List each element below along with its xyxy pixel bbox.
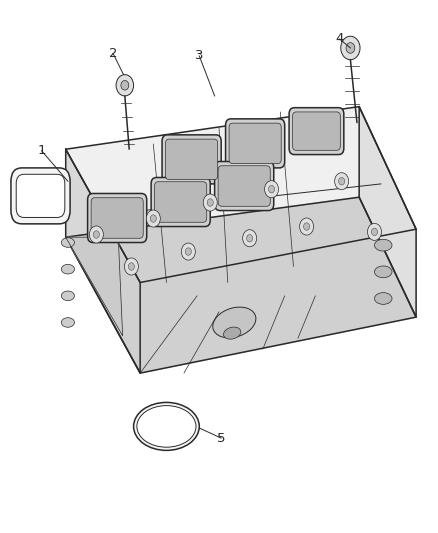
- FancyBboxPatch shape: [229, 123, 281, 164]
- Circle shape: [150, 215, 156, 222]
- FancyBboxPatch shape: [226, 119, 285, 168]
- Circle shape: [268, 185, 275, 193]
- Text: 2: 2: [109, 47, 117, 60]
- Text: 4: 4: [335, 33, 344, 45]
- Ellipse shape: [213, 307, 256, 338]
- Circle shape: [181, 243, 195, 260]
- Ellipse shape: [374, 293, 392, 304]
- Circle shape: [304, 223, 310, 230]
- Circle shape: [89, 226, 103, 243]
- Ellipse shape: [61, 264, 74, 274]
- Circle shape: [128, 263, 134, 270]
- Circle shape: [339, 177, 345, 185]
- Ellipse shape: [134, 402, 199, 450]
- Ellipse shape: [374, 266, 392, 278]
- FancyBboxPatch shape: [289, 108, 344, 155]
- Ellipse shape: [61, 291, 74, 301]
- FancyBboxPatch shape: [11, 168, 70, 224]
- FancyBboxPatch shape: [155, 182, 207, 222]
- Circle shape: [93, 231, 99, 238]
- Circle shape: [207, 199, 213, 206]
- Text: 1: 1: [37, 144, 46, 157]
- Text: 3: 3: [195, 50, 204, 62]
- FancyBboxPatch shape: [215, 161, 274, 211]
- Circle shape: [367, 223, 381, 240]
- Circle shape: [335, 173, 349, 190]
- Circle shape: [121, 80, 129, 90]
- Ellipse shape: [61, 318, 74, 327]
- Circle shape: [346, 43, 355, 53]
- FancyBboxPatch shape: [91, 198, 143, 238]
- Circle shape: [243, 230, 257, 247]
- Ellipse shape: [374, 239, 392, 251]
- Ellipse shape: [223, 327, 241, 339]
- Circle shape: [116, 75, 134, 96]
- Circle shape: [203, 194, 217, 211]
- Circle shape: [124, 258, 138, 275]
- FancyBboxPatch shape: [218, 166, 270, 206]
- FancyBboxPatch shape: [166, 139, 218, 180]
- Ellipse shape: [61, 238, 74, 247]
- Circle shape: [185, 248, 191, 255]
- Circle shape: [341, 36, 360, 60]
- Circle shape: [146, 210, 160, 227]
- FancyBboxPatch shape: [162, 135, 221, 184]
- Polygon shape: [66, 197, 416, 373]
- Circle shape: [300, 218, 314, 235]
- Polygon shape: [359, 107, 416, 317]
- Text: 5: 5: [217, 432, 226, 445]
- Circle shape: [265, 181, 279, 198]
- Polygon shape: [66, 149, 140, 373]
- FancyBboxPatch shape: [88, 193, 147, 243]
- Ellipse shape: [137, 406, 196, 447]
- Polygon shape: [66, 107, 416, 282]
- Circle shape: [247, 235, 253, 242]
- FancyBboxPatch shape: [293, 112, 340, 150]
- FancyBboxPatch shape: [16, 174, 65, 217]
- Polygon shape: [66, 237, 123, 336]
- Circle shape: [371, 228, 378, 236]
- FancyBboxPatch shape: [151, 177, 210, 227]
